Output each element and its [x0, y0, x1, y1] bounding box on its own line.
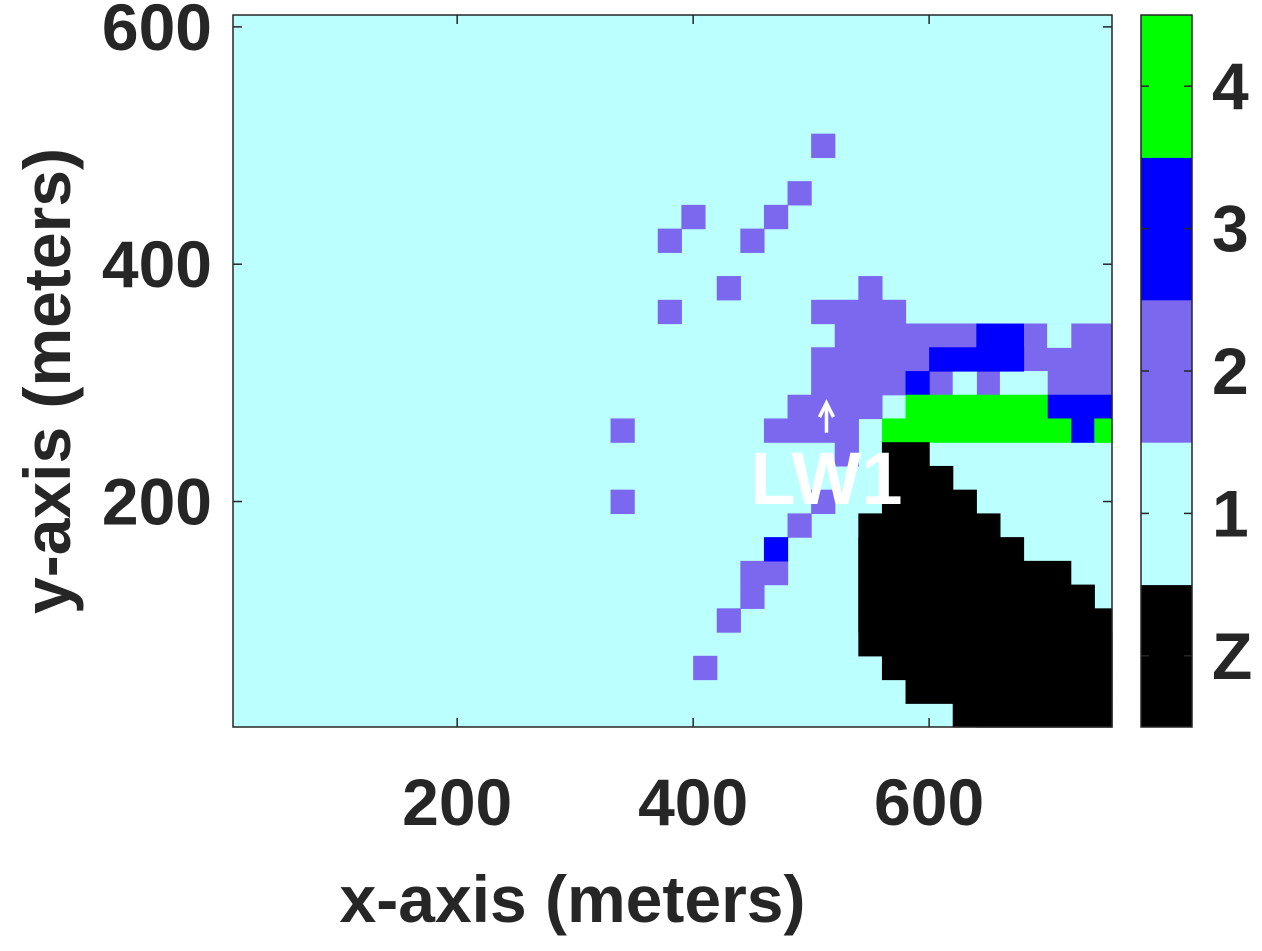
heatmap-cell — [681, 204, 706, 230]
colorbar-label: Z — [1212, 619, 1252, 693]
colorbar-labels: Z 1 2 3 4 — [1212, 49, 1252, 693]
heatmap-cell — [740, 584, 765, 609]
heatmap-cell — [716, 276, 741, 301]
colorbar-segment — [1141, 157, 1192, 301]
heatmap-cell — [610, 418, 635, 443]
annotation-label: LW1 — [750, 437, 902, 520]
heatmap-cell — [881, 442, 907, 514]
heatmap-cell — [740, 560, 789, 586]
colorbar-label: 4 — [1212, 49, 1249, 123]
heatmap-cell — [610, 489, 635, 514]
colorbar-segment — [1141, 15, 1192, 158]
heatmap-cell — [657, 299, 682, 325]
y-axis-label: y-axis (meters) — [10, 148, 84, 614]
heatmap-cell — [657, 228, 682, 253]
heatmap-cell — [811, 133, 836, 158]
heatmap-cell — [787, 181, 812, 206]
heatmap-cell — [1047, 394, 1113, 420]
annotation: LW1 — [750, 399, 903, 520]
heatmap-cell — [976, 703, 1113, 728]
x-tick-labels: 200 400 600 — [402, 765, 984, 839]
heatmap-cell — [763, 537, 789, 562]
heatmap-cell — [763, 418, 859, 443]
heatmap-cell — [999, 371, 1048, 396]
colorbar-segments — [1141, 15, 1192, 728]
axis-ticks — [233, 15, 1112, 727]
colorbar-label: 1 — [1212, 476, 1249, 550]
heatmap-cell — [811, 299, 907, 325]
y-tick-labels: 200 400 600 — [102, 0, 212, 539]
heatmap-cell — [787, 394, 883, 420]
annotation-arrow-head — [817, 399, 836, 418]
heatmap-cell — [1094, 418, 1113, 443]
heatmap-cell — [763, 204, 789, 230]
colorbar-ticks — [1141, 85, 1192, 657]
heatmap-cell — [716, 608, 741, 633]
y-tick-label: 400 — [102, 227, 212, 301]
heatmap-cell — [787, 513, 812, 538]
heatmap-cell — [881, 418, 1072, 443]
colorbar-label: 3 — [1212, 192, 1249, 266]
heatmap-cell — [1047, 323, 1072, 348]
heatmap-cell — [858, 276, 883, 301]
y-tick-label: 600 — [102, 0, 212, 64]
heatmap-cell — [811, 489, 836, 514]
colorbar: Z 1 2 3 4 — [1140, 14, 1252, 728]
heatmap-cell — [905, 394, 1048, 420]
heatmap-cell — [952, 371, 977, 396]
y-tick-label: 200 — [102, 465, 212, 539]
x-tick-label: 400 — [638, 765, 748, 839]
colorbar-segment — [1141, 299, 1192, 443]
plot-frame — [232, 14, 1113, 728]
heatmap-cell — [905, 371, 930, 396]
x-tick-label: 200 — [402, 765, 512, 839]
x-axis-label: x-axis (meters) — [340, 862, 806, 936]
heatmap-cell — [740, 228, 765, 253]
heatmap-cell — [1070, 418, 1095, 443]
plot-area: LW1 — [232, 14, 1113, 728]
heatmap-cell — [929, 347, 1025, 372]
heatmap-cell — [834, 442, 859, 467]
colorbar-segment — [1141, 442, 1192, 586]
heatmap-cells — [610, 133, 1113, 728]
heatmap-cell — [976, 323, 1025, 348]
colorbar-label: 2 — [1212, 334, 1249, 408]
heatmap-cell — [693, 655, 718, 681]
colorbar-segment — [1141, 584, 1192, 728]
x-tick-label: 600 — [874, 765, 984, 839]
